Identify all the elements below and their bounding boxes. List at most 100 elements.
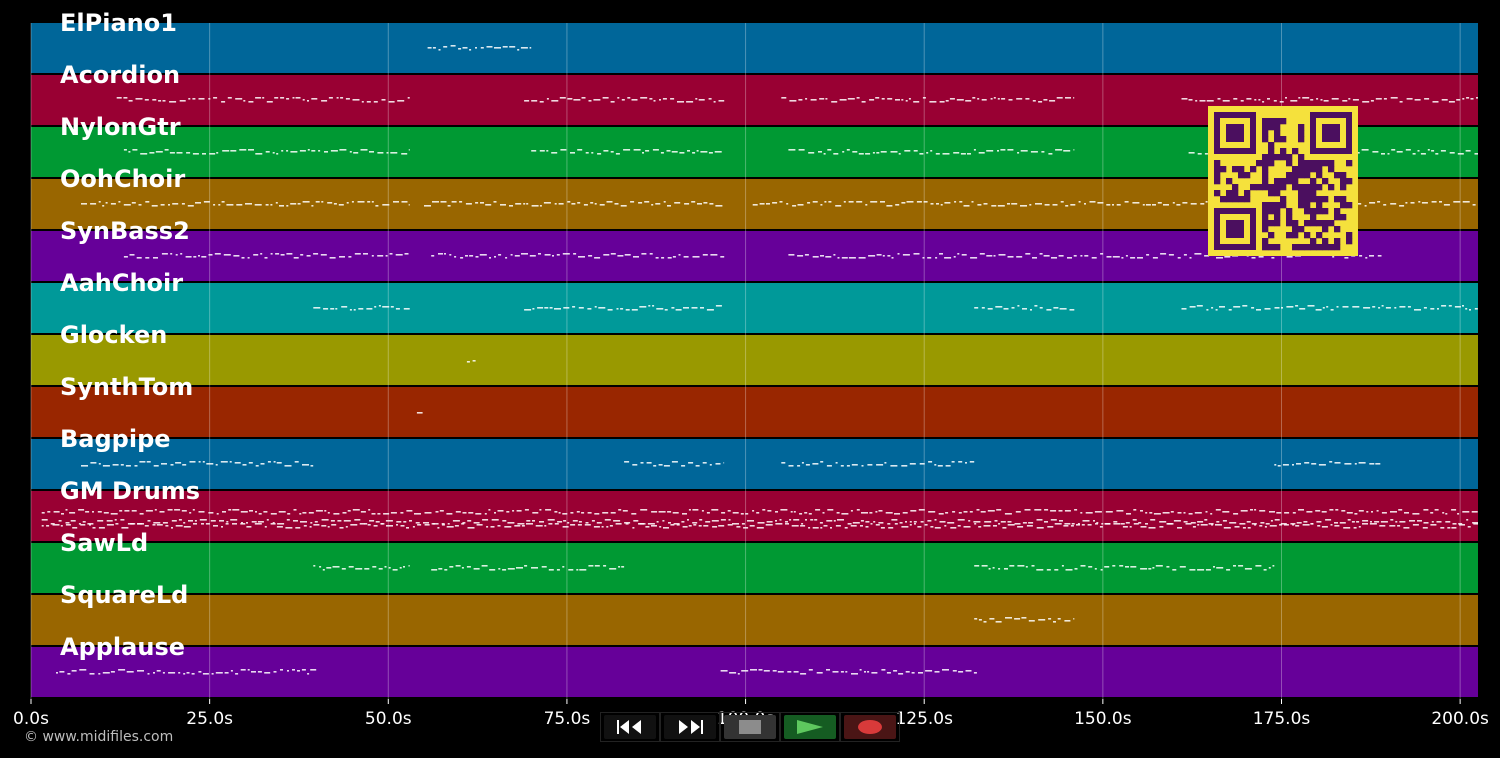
note [1356, 521, 1360, 523]
note [358, 308, 364, 310]
note [254, 523, 262, 525]
note [620, 205, 627, 207]
note [1100, 569, 1103, 571]
note [327, 526, 330, 528]
note [741, 523, 745, 525]
note [1140, 510, 1143, 512]
note [703, 202, 708, 204]
note [319, 566, 322, 568]
note [918, 672, 923, 674]
note [914, 523, 916, 525]
note [1039, 253, 1043, 255]
note [1472, 522, 1478, 524]
note [359, 523, 365, 525]
note [516, 510, 522, 512]
note [830, 527, 832, 529]
note [521, 253, 528, 255]
note [475, 202, 479, 204]
note [539, 205, 542, 207]
note [752, 204, 758, 206]
note [1025, 98, 1030, 100]
note [1265, 523, 1270, 525]
note [1264, 526, 1267, 528]
note [762, 509, 766, 511]
note [1445, 513, 1448, 515]
note [438, 49, 441, 51]
note [797, 465, 801, 467]
note [373, 525, 378, 527]
note [1254, 509, 1257, 511]
note [314, 521, 318, 523]
note [339, 256, 345, 258]
note [1017, 526, 1024, 528]
note [1152, 257, 1158, 259]
note [1097, 202, 1104, 204]
note [382, 204, 390, 206]
note [1183, 512, 1186, 514]
note [797, 204, 804, 206]
rewind-button[interactable] [600, 712, 660, 742]
note [479, 254, 487, 256]
note [597, 153, 602, 155]
note [1273, 100, 1277, 102]
note [708, 152, 713, 154]
note [1163, 204, 1169, 206]
note [593, 99, 601, 101]
note [1410, 202, 1415, 204]
record-button[interactable] [840, 712, 900, 742]
note [736, 526, 741, 528]
note [198, 98, 205, 100]
note [571, 203, 576, 205]
note [1145, 204, 1151, 206]
note [326, 567, 332, 569]
note [170, 464, 174, 466]
track-notes-7 [416, 412, 423, 414]
note [667, 511, 672, 513]
play-button[interactable] [780, 712, 840, 742]
note [901, 99, 904, 101]
note [632, 527, 635, 529]
note [978, 152, 985, 154]
note [130, 523, 136, 525]
note [965, 670, 972, 672]
note [441, 523, 445, 525]
note [621, 99, 625, 101]
note [718, 525, 725, 527]
note [1046, 309, 1052, 311]
note [997, 98, 1000, 100]
note [509, 46, 516, 48]
note [1190, 203, 1197, 205]
note [475, 256, 479, 258]
note [880, 201, 885, 203]
note [958, 512, 962, 514]
note [788, 254, 795, 256]
note [1063, 525, 1069, 527]
note [631, 309, 638, 311]
fast-forward-button[interactable] [660, 712, 720, 742]
note [153, 522, 161, 524]
note [310, 669, 317, 671]
note [1431, 521, 1434, 523]
note [1181, 308, 1187, 310]
note [278, 511, 286, 513]
note [865, 526, 869, 528]
note [826, 669, 830, 671]
note [389, 253, 393, 255]
note [1223, 527, 1231, 529]
stop-button[interactable] [720, 712, 780, 742]
note [1409, 520, 1415, 522]
note [340, 97, 344, 99]
note [181, 203, 185, 205]
note [210, 520, 216, 522]
note [475, 47, 477, 49]
note [169, 101, 177, 103]
note [1011, 203, 1018, 205]
note [292, 97, 295, 99]
note [904, 150, 911, 152]
note [850, 510, 853, 512]
note [1451, 527, 1457, 529]
note [505, 257, 508, 259]
note [427, 47, 432, 49]
note [1025, 566, 1028, 568]
note [765, 524, 773, 526]
